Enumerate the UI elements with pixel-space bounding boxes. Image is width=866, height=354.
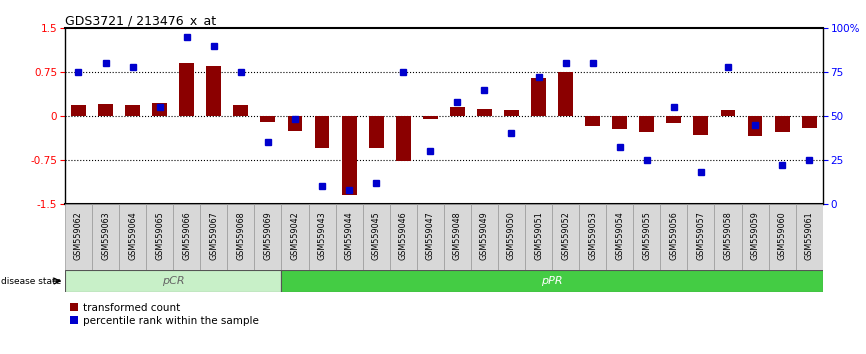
Bar — [802, 116, 817, 128]
Bar — [721, 110, 735, 116]
Bar — [342, 116, 357, 195]
FancyBboxPatch shape — [335, 204, 363, 271]
FancyBboxPatch shape — [200, 204, 227, 271]
Text: GSM559053: GSM559053 — [588, 212, 598, 261]
Text: GSM559068: GSM559068 — [236, 212, 245, 260]
Text: GSM559047: GSM559047 — [426, 212, 435, 261]
Text: GSM559061: GSM559061 — [805, 212, 814, 260]
FancyBboxPatch shape — [146, 204, 173, 271]
Text: pCR: pCR — [162, 276, 184, 286]
Bar — [667, 116, 682, 123]
FancyBboxPatch shape — [92, 204, 119, 271]
FancyBboxPatch shape — [660, 204, 688, 271]
Text: GSM559048: GSM559048 — [453, 212, 462, 260]
Text: GSM559063: GSM559063 — [101, 212, 110, 260]
FancyBboxPatch shape — [443, 204, 471, 271]
FancyBboxPatch shape — [688, 204, 714, 271]
FancyBboxPatch shape — [65, 270, 281, 292]
Bar — [261, 116, 275, 122]
FancyBboxPatch shape — [65, 204, 92, 271]
Text: GSM559045: GSM559045 — [372, 212, 381, 261]
Bar — [206, 66, 221, 116]
Text: GSM559058: GSM559058 — [723, 212, 733, 261]
Bar — [585, 116, 600, 126]
Text: GSM559050: GSM559050 — [507, 212, 516, 261]
Text: GSM559043: GSM559043 — [318, 212, 326, 260]
Text: GSM559062: GSM559062 — [74, 212, 83, 261]
Bar — [71, 105, 86, 116]
Text: GSM559060: GSM559060 — [778, 212, 786, 260]
Text: GSM559049: GSM559049 — [480, 212, 489, 261]
Bar — [126, 105, 140, 116]
Text: GDS3721 / 213476_x_at: GDS3721 / 213476_x_at — [65, 14, 216, 27]
Bar — [639, 116, 654, 132]
FancyBboxPatch shape — [498, 204, 525, 271]
Text: GSM559052: GSM559052 — [561, 212, 570, 261]
FancyBboxPatch shape — [227, 204, 255, 271]
Text: disease state: disease state — [1, 276, 61, 286]
FancyBboxPatch shape — [768, 204, 796, 271]
Text: GSM559046: GSM559046 — [398, 212, 408, 260]
FancyBboxPatch shape — [796, 204, 823, 271]
FancyBboxPatch shape — [255, 204, 281, 271]
Text: GSM559054: GSM559054 — [615, 212, 624, 261]
Bar — [152, 103, 167, 116]
Bar — [747, 116, 762, 136]
FancyBboxPatch shape — [714, 204, 741, 271]
FancyBboxPatch shape — [471, 204, 498, 271]
FancyBboxPatch shape — [741, 204, 768, 271]
Bar — [234, 105, 249, 116]
Text: GSM559051: GSM559051 — [534, 212, 543, 261]
FancyBboxPatch shape — [553, 204, 579, 271]
FancyBboxPatch shape — [363, 204, 390, 271]
Bar — [531, 78, 546, 116]
Bar — [423, 116, 437, 119]
Bar — [314, 116, 329, 148]
FancyBboxPatch shape — [390, 204, 417, 271]
Bar — [450, 107, 465, 116]
Text: GSM559042: GSM559042 — [290, 212, 300, 261]
Text: GSM559055: GSM559055 — [643, 212, 651, 261]
FancyBboxPatch shape — [308, 204, 335, 271]
Bar — [396, 116, 410, 161]
Text: pPR: pPR — [541, 276, 563, 286]
FancyBboxPatch shape — [579, 204, 606, 271]
FancyBboxPatch shape — [119, 204, 146, 271]
FancyBboxPatch shape — [281, 270, 823, 292]
Bar — [694, 116, 708, 135]
FancyBboxPatch shape — [173, 204, 200, 271]
Bar — [775, 116, 790, 132]
Text: GSM559066: GSM559066 — [182, 212, 191, 260]
Bar — [98, 104, 113, 116]
Text: GSM559064: GSM559064 — [128, 212, 137, 260]
FancyBboxPatch shape — [417, 204, 443, 271]
Text: GSM559067: GSM559067 — [210, 212, 218, 261]
Bar — [369, 116, 384, 148]
Text: GSM559069: GSM559069 — [263, 212, 273, 261]
Bar — [504, 110, 519, 116]
Bar — [477, 109, 492, 116]
Text: GSM559057: GSM559057 — [696, 212, 706, 261]
Text: GSM559044: GSM559044 — [345, 212, 353, 260]
Legend: transformed count, percentile rank within the sample: transformed count, percentile rank withi… — [70, 303, 259, 326]
Text: GSM559056: GSM559056 — [669, 212, 678, 261]
Text: GSM559059: GSM559059 — [751, 212, 759, 261]
Bar — [288, 116, 302, 131]
FancyBboxPatch shape — [606, 204, 633, 271]
Text: GSM559065: GSM559065 — [155, 212, 165, 261]
FancyBboxPatch shape — [633, 204, 660, 271]
Bar — [179, 63, 194, 116]
FancyBboxPatch shape — [525, 204, 553, 271]
Bar — [559, 72, 573, 116]
Bar — [612, 116, 627, 129]
FancyBboxPatch shape — [281, 204, 308, 271]
